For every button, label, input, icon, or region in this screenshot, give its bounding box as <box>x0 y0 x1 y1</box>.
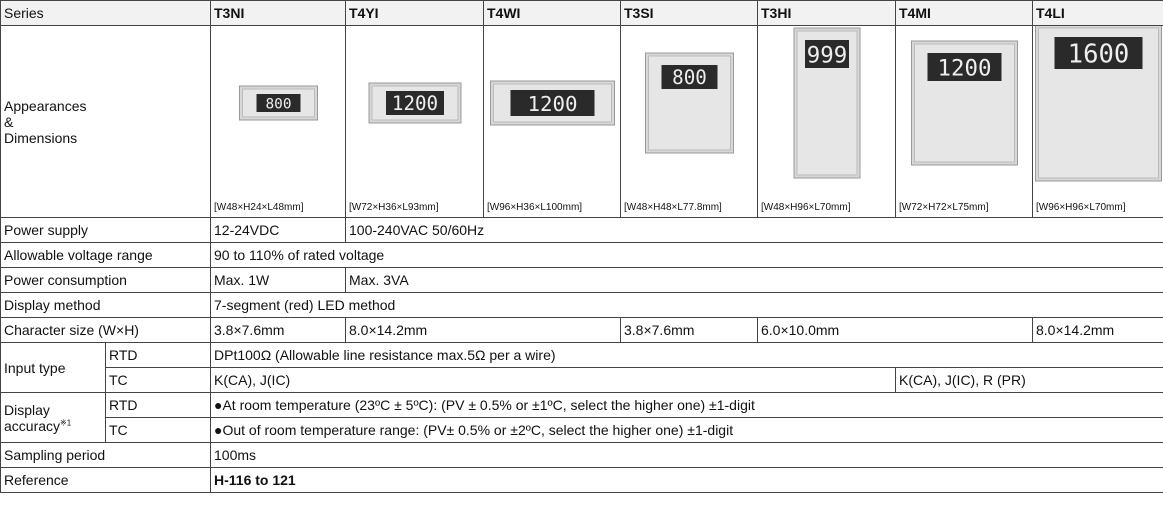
cell: ●At room temperature (23ºC ± 5ºC): (PV ±… <box>210 392 1163 418</box>
cell: RTD <box>105 342 211 368</box>
dimensions: [W48×H48×L77.8mm] <box>624 202 722 213</box>
cell: Appearances & Dimensions <box>0 25 211 218</box>
display-reading: 999 <box>807 42 847 68</box>
display-reading: 1200 <box>527 92 577 116</box>
cell: K(CA), J(IC) <box>210 367 896 393</box>
note: ※1 <box>60 417 72 427</box>
appearance-cell: 1200 [W96×H36×L100mm] <box>483 25 621 218</box>
display-window <box>805 40 849 68</box>
device-image: 1200 <box>490 80 615 126</box>
cell: Power supply <box>0 217 211 243</box>
cell: T4WI <box>483 0 621 26</box>
cell: 7-segment (red) LED method <box>210 292 1163 318</box>
display-reading: 1200 <box>392 92 438 115</box>
display-reading: 800 <box>672 66 707 89</box>
appearance-cell: 1200 [W72×H72×L75mm] <box>895 25 1033 218</box>
cell: T4YI <box>345 0 484 26</box>
text: Display accuracy <box>4 401 61 434</box>
dimensions: [W96×H96×L70mm] <box>1036 202 1126 213</box>
cell: T3HI <box>757 0 896 26</box>
dimensions: [W72×H36×L93mm] <box>349 202 439 213</box>
cell: 6.0×10.0mm <box>757 317 1033 343</box>
device-image: 1200 <box>911 40 1018 166</box>
cell: Input type <box>0 342 106 393</box>
cell: T4LI <box>1032 0 1163 26</box>
text: Dimensions <box>4 129 78 146</box>
cell: DPt100Ω (Allowable line resistance max.5… <box>210 342 1163 368</box>
spec-table: Series T3NI T4YI T4WI T3SI T3HI T4MI T4L… <box>0 0 1163 493</box>
cell: 8.0×14.2mm <box>345 317 621 343</box>
cell: Allowable voltage range <box>0 242 211 268</box>
display-reading: 800 <box>266 96 292 112</box>
display-reading: 1200 <box>938 55 992 81</box>
dimensions: [W48×H24×L48mm] <box>214 202 304 213</box>
text: & <box>4 113 14 130</box>
display-window <box>927 53 1002 81</box>
display-window <box>510 90 595 116</box>
device-image: 800 <box>645 52 734 154</box>
dimensions: [W96×H36×L100mm] <box>487 202 583 213</box>
cell: Max. 3VA <box>345 267 1163 293</box>
display-window <box>1054 37 1143 69</box>
appearance-cell: 1200 [W72×H36×L93mm] <box>345 25 484 218</box>
display-window <box>661 65 718 89</box>
cell: 3.8×7.6mm <box>620 317 758 343</box>
appearance-cell: 999 [W48×H96×L70mm] <box>757 25 896 218</box>
cell: TC <box>105 417 211 443</box>
device-image: 1600 <box>1035 26 1162 182</box>
cell: Display method <box>0 292 211 318</box>
cell: ●Out of room temperature range: (PV± 0.5… <box>210 417 1163 443</box>
cell: TC <box>105 367 211 393</box>
cell: T3NI <box>210 0 346 26</box>
cell: Series <box>0 0 211 26</box>
cell: Power consumption <box>0 267 211 293</box>
cell: Character size (W×H) <box>0 317 211 343</box>
cell: 100ms <box>210 442 1163 468</box>
appearance-cell: 1600 [W96×H96×L70mm] <box>1032 25 1163 218</box>
cell: Max. 1W <box>210 267 346 293</box>
device-image: 1200 <box>368 82 462 124</box>
cell: T4MI <box>895 0 1033 26</box>
cell: T3SI <box>620 0 758 26</box>
cell: 12-24VDC <box>210 217 346 243</box>
appearance-cell: 800 [W48×H24×L48mm] <box>210 25 346 218</box>
display-window <box>256 94 301 112</box>
device-image: 800 <box>239 85 318 121</box>
device-image: 999 <box>793 27 861 179</box>
cell: RTD <box>105 392 211 418</box>
cell: H-116 to 121 <box>210 467 1163 493</box>
cell: 8.0×14.2mm <box>1032 317 1163 343</box>
cell: Reference <box>0 467 211 493</box>
appearance-cell: 800 [W48×H48×L77.8mm] <box>620 25 758 218</box>
cell: Sampling period <box>0 442 211 468</box>
cell: 100-240VAC 50/60Hz <box>345 217 1163 243</box>
cell: 3.8×7.6mm <box>210 317 346 343</box>
cell: Display accuracy※1 <box>0 392 106 443</box>
display-reading: 1600 <box>1068 40 1130 70</box>
dimensions: [W72×H72×L75mm] <box>899 202 989 213</box>
display-window <box>386 91 444 115</box>
cell: 90 to 110% of rated voltage <box>210 242 1163 268</box>
cell: K(CA), J(IC), R (PR) <box>895 367 1163 393</box>
dimensions: [W48×H96×L70mm] <box>761 202 851 213</box>
text: Appearances <box>4 97 87 114</box>
